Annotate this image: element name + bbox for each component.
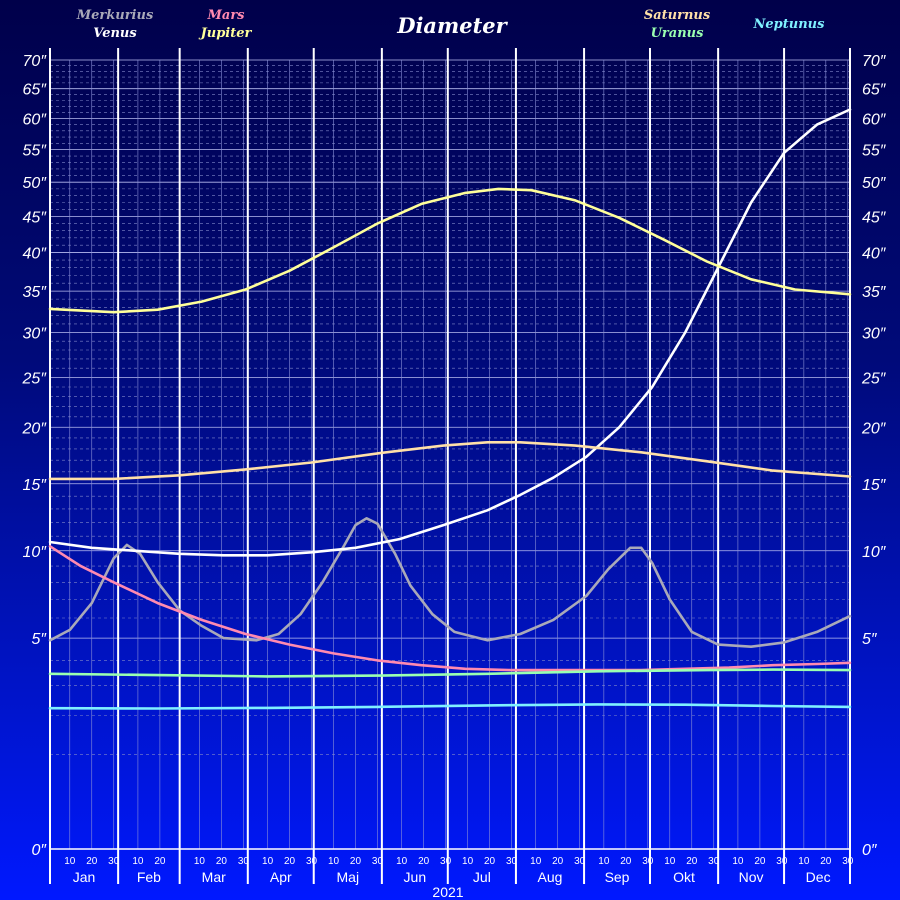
y-tick-label-left: 0″: [31, 842, 47, 859]
y-tick-label-left: 65″: [23, 82, 48, 99]
y-tick-label-left: 60″: [23, 112, 48, 129]
day-tick-label: 10: [598, 856, 610, 867]
y-tick-label-right: 25″: [861, 370, 887, 387]
day-tick-label: 10: [798, 856, 810, 867]
month-label: Maj: [337, 869, 360, 885]
legend-saturnus: Saturnus: [644, 8, 711, 23]
y-tick-label-right: 50″: [862, 175, 887, 192]
y-tick-label-left: 25″: [22, 370, 48, 387]
y-tick-label-right: 70″: [862, 53, 887, 70]
month-label: Aug: [538, 869, 563, 885]
day-tick-label: 10: [396, 856, 408, 867]
day-tick-label: 30: [108, 856, 120, 867]
day-tick-label: 30: [440, 856, 452, 867]
x-axis: 10 20 30 Jan 10 20 Feb 10 20 30 Mar 10 20 30 Apr 10 20 30…: [64, 856, 854, 885]
series-line-neptunus: [48, 703, 852, 710]
month-label: Mar: [202, 869, 226, 885]
legend: Merkurius Venus Mars Jupiter Saturnus Ur…: [76, 8, 825, 41]
day-tick-label: 10: [132, 856, 144, 867]
y-tick-label-left: 55″: [23, 143, 48, 160]
day-tick-label: 30: [842, 856, 854, 867]
day-tick-label: 30: [238, 856, 250, 867]
series-line-venus: [48, 108, 852, 557]
month-label: Jan: [73, 869, 96, 885]
legend-mars: Mars: [207, 8, 246, 23]
month-label: Dec: [806, 869, 831, 885]
day-tick-label: 20: [754, 856, 766, 867]
legend-venus: Venus: [93, 26, 137, 41]
y-tick-label-right: 45″: [862, 209, 887, 226]
y-tick-label-left: 15″: [23, 477, 48, 494]
day-tick-label: 30: [506, 856, 518, 867]
day-tick-label: 10: [664, 856, 676, 867]
month-label: Apr: [270, 869, 292, 885]
y-tick-label-left: 35″: [23, 284, 48, 301]
series-line-merkurius: [48, 517, 852, 648]
month-label: Sep: [605, 869, 630, 885]
legend-neptunus: Neptunus: [753, 17, 826, 32]
day-tick-label: 30: [776, 856, 788, 867]
y-tick-label-left: 5″: [31, 631, 47, 648]
day-tick-label: 30: [642, 856, 654, 867]
day-tick-label: 10: [262, 856, 274, 867]
chart-title: Diameter: [396, 13, 508, 38]
y-tick-label-left: 30″: [23, 325, 48, 342]
y-tick-label-right: 5″: [862, 631, 878, 648]
y-tick-label-left: 70″: [23, 53, 48, 70]
y-tick-label-right: 65″: [862, 82, 887, 99]
day-tick-label: 20: [154, 856, 166, 867]
day-tick-label: 30: [708, 856, 720, 867]
y-tick-label-left: 10″: [23, 544, 48, 561]
month-label: Okt: [673, 869, 695, 885]
day-tick-label: 20: [620, 856, 632, 867]
series-line-jupiter: [48, 187, 852, 314]
y-tick-label-right: 10″: [862, 544, 887, 561]
y-tick-label-right: 55″: [862, 143, 887, 160]
day-tick-label: 20: [686, 856, 698, 867]
month-label: Jun: [404, 869, 427, 885]
series-lines: [48, 108, 852, 710]
day-tick-label: 30: [574, 856, 586, 867]
day-tick-label: 10: [64, 856, 76, 867]
y-tick-label-left: 40″: [23, 246, 48, 263]
day-tick-label: 10: [194, 856, 206, 867]
day-tick-label: 10: [462, 856, 474, 867]
day-tick-label: 30: [306, 856, 318, 867]
day-tick-label: 20: [418, 856, 430, 867]
grid: [49, 48, 851, 884]
day-tick-label: 10: [530, 856, 542, 867]
day-tick-label: 20: [86, 856, 98, 867]
day-tick-label: 20: [484, 856, 496, 867]
day-tick-label: 10: [328, 856, 340, 867]
y-tick-label-right: 30″: [862, 325, 887, 342]
y-tick-label-right: 35″: [862, 284, 887, 301]
day-tick-label: 20: [820, 856, 832, 867]
y-axis: 0″ 0″ 5″ 5″ 10″ 10″ 15″ 15″ 20″ 20″ 25″ 25″ 30″ 30″ 35…: [22, 53, 887, 859]
day-tick-label: 20: [552, 856, 564, 867]
y-tick-label-left: 50″: [23, 175, 48, 192]
month-label: Feb: [137, 869, 161, 885]
day-tick-label: 10: [732, 856, 744, 867]
y-tick-label-left: 45″: [23, 209, 48, 226]
y-tick-label-right: 0″: [862, 842, 878, 859]
series-line-uranus: [48, 668, 852, 678]
legend-uranus: Uranus: [651, 26, 705, 41]
y-tick-label-right: 40″: [862, 246, 887, 263]
day-tick-label: 30: [372, 856, 384, 867]
y-tick-label-right: 60″: [862, 112, 887, 129]
legend-merkurius: Merkurius: [76, 8, 154, 23]
day-tick-label: 20: [216, 856, 228, 867]
series-line-mars: [48, 545, 852, 672]
y-tick-label-right: 20″: [861, 420, 887, 437]
y-tick-label-right: 15″: [862, 477, 887, 494]
legend-jupiter: Jupiter: [198, 26, 253, 41]
series-line-saturnus: [48, 441, 852, 481]
y-tick-label-left: 20″: [22, 420, 48, 437]
x-axis-year: 2021: [432, 884, 463, 900]
day-tick-label: 20: [284, 856, 296, 867]
month-label: Jul: [473, 869, 491, 885]
day-tick-label: 20: [350, 856, 362, 867]
month-label: Nov: [739, 869, 764, 885]
